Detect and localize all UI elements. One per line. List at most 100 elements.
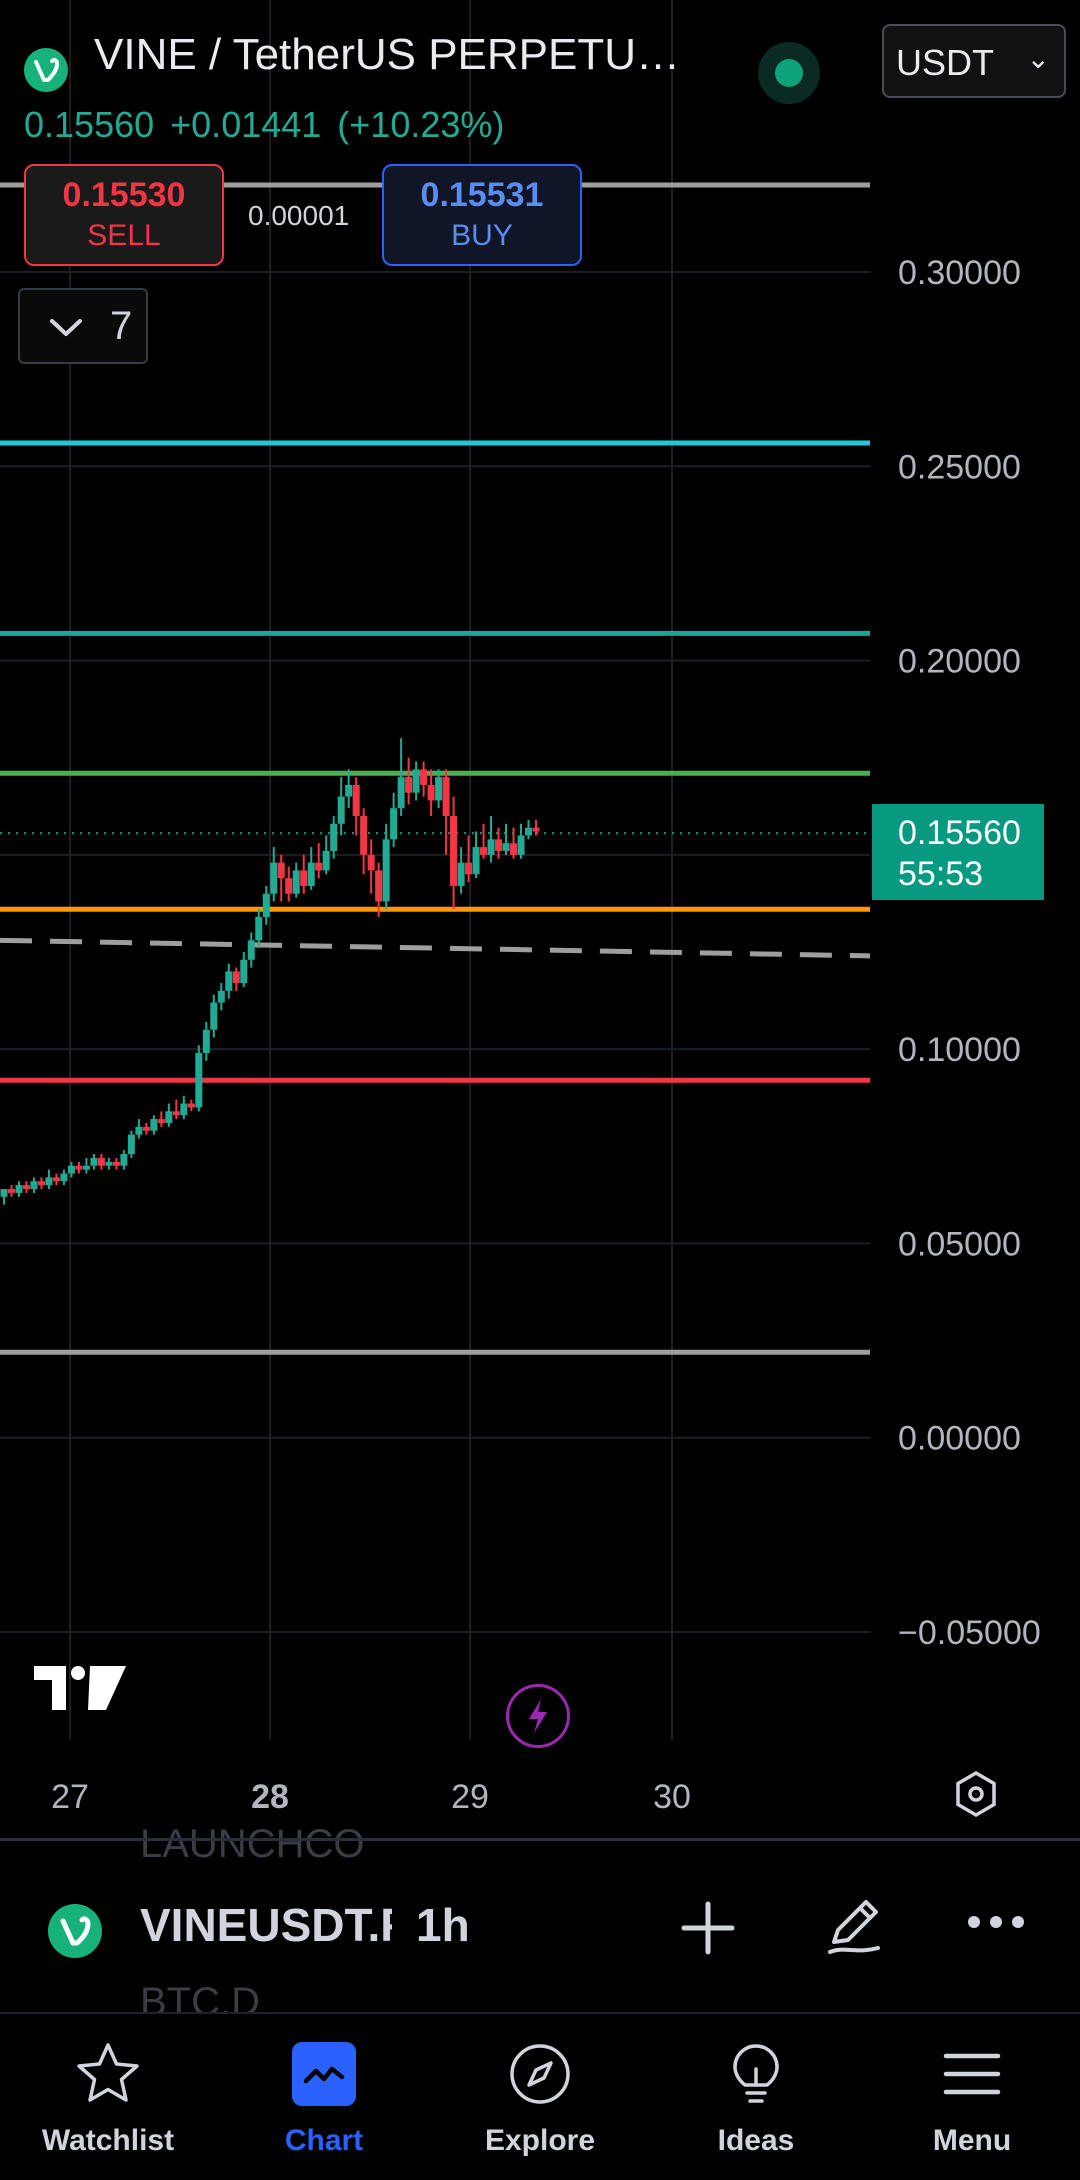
candle-body	[405, 777, 413, 793]
candle-body	[52, 1177, 60, 1182]
price-chart[interactable]: 0.30000 0.25000 0.20000 0.10000 0.05000 0.000…	[0, 0, 1080, 1840]
chevron-down-icon: ⌄	[1026, 43, 1050, 74]
candle-body	[420, 769, 428, 785]
candle-body	[172, 1111, 180, 1116]
nav-label: Ideas	[717, 2124, 795, 2157]
candle-body	[465, 862, 473, 875]
symbol-title[interactable]: VINE / TetherUS PERPETU…	[94, 30, 681, 79]
spread-value: 0.00001	[248, 200, 350, 231]
y-axis-label: 0.20000	[898, 643, 1021, 681]
candle-body	[472, 847, 480, 875]
candle-body	[225, 971, 233, 991]
buy-button[interactable]: 0.15531 BUY	[382, 164, 582, 266]
pencil-icon[interactable]	[820, 1890, 890, 1960]
more-icon[interactable]	[964, 1910, 1028, 1934]
candle-body	[390, 808, 398, 840]
candle-body	[30, 1181, 38, 1190]
nav-label: Explore	[484, 2124, 596, 2157]
y-axis-label: −0.05000	[898, 1614, 1041, 1652]
interval-button[interactable]: 1h	[416, 1899, 470, 1951]
bulb-icon	[733, 2044, 779, 2103]
indicators-count: 7	[110, 304, 133, 348]
sell-price: 0.15530	[62, 176, 186, 214]
candle-body	[502, 843, 510, 851]
candle-body	[375, 870, 383, 902]
current-price-tag: 0.15560 55:53	[872, 804, 1044, 900]
divider	[0, 1838, 1080, 1841]
x-axis-label: 30	[653, 1778, 691, 1816]
candle-body	[75, 1165, 83, 1170]
candle-body	[105, 1161, 113, 1166]
candle-body	[202, 1029, 210, 1054]
candle-body	[450, 816, 458, 886]
watchlist-peek-item: LAUNCHCO	[140, 1822, 365, 1866]
lightning-icon[interactable]	[506, 1684, 570, 1748]
nav-menu[interactable]: Menu	[864, 2034, 1080, 2158]
y-axis-label: 0.05000	[898, 1225, 1021, 1263]
candle-body	[435, 777, 443, 801]
candle-body	[292, 870, 300, 894]
candle-body	[0, 1189, 8, 1197]
candle-body	[150, 1119, 158, 1131]
x-axis-label: 27	[51, 1778, 89, 1816]
currency-select[interactable]: USDT ⌄	[882, 24, 1066, 98]
candle-body	[60, 1173, 68, 1182]
nav-label: Chart	[284, 2124, 364, 2157]
candle-body	[67, 1165, 75, 1174]
candle-body	[90, 1157, 98, 1166]
candle-body	[112, 1161, 120, 1166]
star-icon	[77, 2043, 139, 2102]
candle-body	[120, 1154, 128, 1166]
candle-body	[262, 893, 270, 918]
candle-body	[82, 1165, 90, 1170]
candle-body	[45, 1177, 53, 1186]
indicators-toggle[interactable]: 7	[18, 288, 148, 364]
candle-body	[495, 839, 503, 851]
bottom-nav: Watchlist Chart Explore Ideas Menu	[0, 2012, 1080, 2180]
candle-body	[480, 847, 488, 855]
y-axis-label: 0.25000	[898, 448, 1021, 486]
candle-body	[187, 1103, 195, 1108]
candle-body	[412, 769, 420, 793]
candle-body	[210, 1002, 218, 1030]
candle-body	[427, 784, 435, 801]
trend-line	[0, 937, 871, 959]
tradingview-logo-icon[interactable]	[32, 1660, 128, 1716]
nav-explore[interactable]: Explore	[432, 2034, 648, 2158]
x-axis-label: 28	[251, 1778, 289, 1816]
candle-body	[360, 816, 368, 855]
candle-body	[270, 862, 278, 894]
candle-body	[7, 1189, 15, 1193]
symbol-search-button[interactable]: VINEUSDT.P	[140, 1899, 392, 1951]
candle-body	[277, 862, 285, 879]
price-change: +0.01441	[170, 104, 322, 145]
candle-body	[525, 827, 533, 836]
candle-body	[217, 990, 225, 1003]
candle-body	[157, 1119, 165, 1123]
nav-chart[interactable]: Chart	[216, 2034, 432, 2158]
add-icon[interactable]	[676, 1896, 740, 1960]
candle-body	[382, 839, 390, 902]
candle-body	[135, 1126, 143, 1135]
candle-body	[487, 839, 495, 855]
candle-body	[247, 940, 255, 960]
y-axis-label: 0.10000	[898, 1031, 1021, 1069]
chevron-down-icon	[50, 319, 82, 336]
symbol-logo-icon[interactable]	[48, 1904, 102, 1958]
candle-body	[442, 777, 450, 816]
candle-body	[22, 1185, 30, 1190]
nav-ideas[interactable]: Ideas	[648, 2034, 864, 2158]
candle-body	[127, 1134, 135, 1155]
candle-body	[322, 850, 330, 871]
sell-button[interactable]: 0.15530 SELL	[24, 164, 224, 266]
y-axis-label: 0.00000	[898, 1420, 1021, 1458]
settings-icon[interactable]	[952, 1770, 1000, 1818]
candle-body	[97, 1157, 105, 1166]
candle-body	[255, 917, 263, 941]
last-price: 0.15560	[24, 104, 155, 145]
chart-icon	[292, 2042, 356, 2106]
market-status-icon[interactable]	[758, 42, 820, 104]
candle-body	[532, 827, 540, 832]
candle-body	[232, 971, 240, 984]
nav-watchlist[interactable]: Watchlist	[0, 2034, 216, 2158]
